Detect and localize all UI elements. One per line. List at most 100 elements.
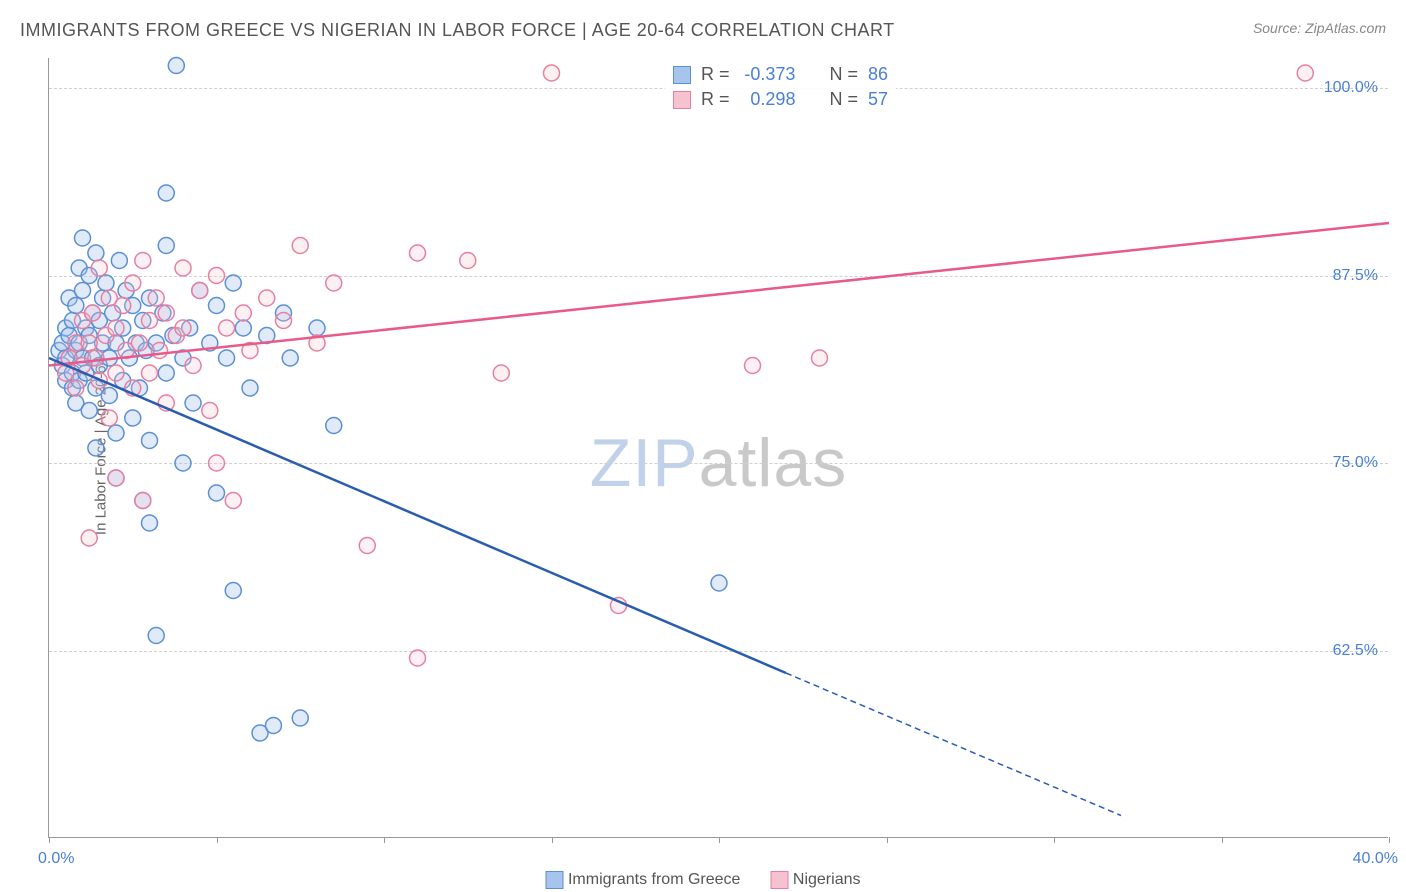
data-point — [225, 583, 241, 599]
data-point — [1297, 65, 1313, 81]
data-point — [225, 493, 241, 509]
data-point — [219, 350, 235, 366]
data-point — [235, 305, 251, 321]
data-point — [158, 185, 174, 201]
data-point — [88, 350, 104, 366]
data-point — [326, 418, 342, 434]
data-point — [225, 275, 241, 291]
data-point — [75, 230, 91, 246]
trend-line — [786, 673, 1121, 816]
data-point — [158, 238, 174, 254]
data-point — [111, 253, 127, 269]
data-point — [292, 710, 308, 726]
data-point — [68, 298, 84, 314]
data-point — [148, 290, 164, 306]
legend-swatch — [673, 66, 691, 84]
data-point — [168, 58, 184, 74]
x-tick — [384, 837, 385, 843]
data-point — [235, 320, 251, 336]
data-point — [85, 305, 101, 321]
n-value: 57 — [868, 89, 888, 110]
data-point — [185, 358, 201, 374]
data-point — [135, 253, 151, 269]
data-point — [175, 260, 191, 276]
scatter-svg — [49, 58, 1388, 837]
r-value: 0.298 — [739, 89, 795, 110]
data-point — [68, 380, 84, 396]
data-point — [75, 283, 91, 299]
data-point — [326, 275, 342, 291]
data-point — [202, 403, 218, 419]
data-point — [131, 335, 147, 351]
data-point — [98, 275, 114, 291]
legend-swatch — [673, 91, 691, 109]
data-point — [108, 470, 124, 486]
data-point — [711, 575, 727, 591]
data-point — [148, 628, 164, 644]
legend-label: Immigrants from Greece — [568, 871, 740, 888]
data-point — [88, 440, 104, 456]
x-tick — [217, 837, 218, 843]
trend-line — [49, 223, 1389, 366]
x-tick — [887, 837, 888, 843]
data-point — [101, 388, 117, 404]
trend-line — [49, 358, 786, 673]
data-point — [292, 238, 308, 254]
data-point — [152, 343, 168, 359]
stat-legend-row: R =-0.373N =86 — [673, 62, 888, 87]
data-point — [142, 365, 158, 381]
series-legend: Immigrants from Greece Nigerians — [546, 871, 861, 889]
data-point — [81, 403, 97, 419]
data-point — [219, 320, 235, 336]
data-point — [185, 395, 201, 411]
legend-item: Immigrants from Greece — [546, 871, 741, 889]
data-point — [125, 275, 141, 291]
data-point — [108, 320, 124, 336]
data-point — [242, 380, 258, 396]
x-tick — [1222, 837, 1223, 843]
data-point — [309, 320, 325, 336]
data-point — [135, 493, 151, 509]
data-point — [265, 718, 281, 734]
x-tick — [719, 837, 720, 843]
x-tick-40: 40.0% — [1353, 850, 1398, 868]
data-point — [544, 65, 560, 81]
legend-swatch — [770, 871, 788, 889]
data-point — [91, 260, 107, 276]
data-point — [125, 410, 141, 426]
data-point — [812, 350, 828, 366]
data-point — [359, 538, 375, 554]
legend-label: Nigerians — [793, 871, 861, 888]
data-point — [745, 358, 761, 374]
data-point — [209, 485, 225, 501]
data-point — [493, 365, 509, 381]
data-point — [460, 253, 476, 269]
data-point — [142, 515, 158, 531]
x-tick-0: 0.0% — [38, 850, 74, 868]
data-point — [115, 298, 131, 314]
correlation-legend: R =-0.373N =86R =0.298N =57 — [665, 58, 896, 116]
correlation-chart: IMMIGRANTS FROM GREECE VS NIGERIAN IN LA… — [0, 0, 1406, 892]
data-point — [209, 298, 225, 314]
data-point — [158, 365, 174, 381]
legend-item: Nigerians — [770, 871, 860, 889]
n-label: N = — [829, 64, 858, 85]
x-tick — [552, 837, 553, 843]
data-point — [282, 350, 298, 366]
data-point — [108, 425, 124, 441]
data-point — [410, 650, 426, 666]
plot-area: ZIPatlas 62.5%75.0%87.5%100.0% R =-0.373… — [48, 58, 1388, 838]
data-point — [142, 313, 158, 329]
n-value: 86 — [868, 64, 888, 85]
x-tick — [1054, 837, 1055, 843]
data-point — [209, 268, 225, 284]
data-point — [81, 530, 97, 546]
data-point — [276, 313, 292, 329]
data-point — [175, 455, 191, 471]
data-point — [142, 433, 158, 449]
data-point — [259, 290, 275, 306]
r-value: -0.373 — [739, 64, 795, 85]
x-tick — [49, 837, 50, 843]
stat-legend-row: R =0.298N =57 — [673, 87, 888, 112]
data-point — [108, 365, 124, 381]
